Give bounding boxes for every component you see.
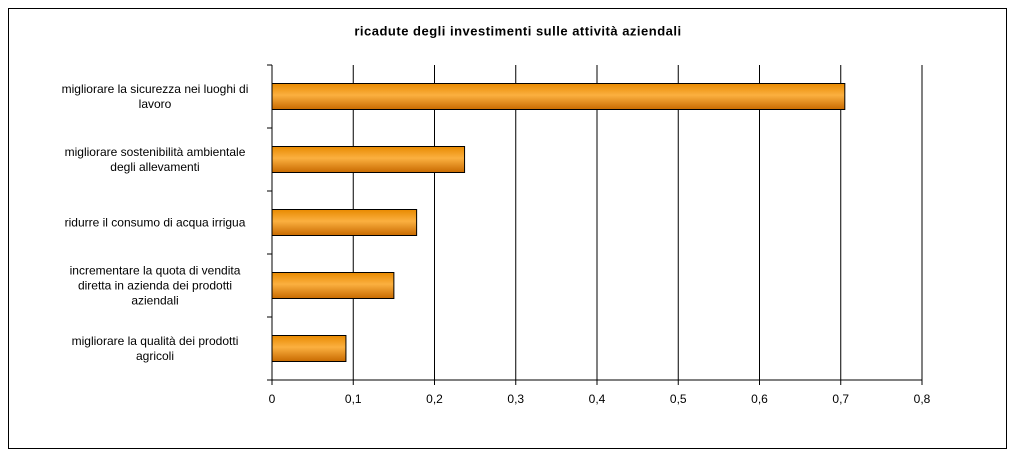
bar	[271, 83, 846, 110]
x-tick-label: 0,5	[670, 392, 687, 406]
y-tick-label: incrementare la quota di vendita diretta…	[69, 263, 241, 307]
x-tick-label: 0,3	[507, 392, 524, 406]
x-tick-label: 0	[269, 392, 276, 406]
x-tick-label: 0,7	[832, 392, 849, 406]
x-tick-label: 0,4	[589, 392, 606, 406]
x-tick-label: 0,8	[914, 392, 931, 406]
bar	[271, 209, 418, 236]
y-tick-label: ridurre il consumo di acqua irrigua	[64, 215, 246, 229]
bar	[271, 146, 466, 173]
y-tick-label: migliorare sostenibilità ambientale degl…	[64, 144, 246, 174]
x-tick-label: 0,1	[345, 392, 362, 406]
x-tick-label: 0,6	[751, 392, 768, 406]
y-tick-label: migliorare la qualità dei prodotti agric…	[71, 333, 239, 363]
bar	[271, 272, 395, 299]
bar	[271, 335, 347, 362]
x-tick-label: 0,2	[426, 392, 443, 406]
frame	[8, 8, 1007, 449]
chart-title: ricadute degli investimenti sulle attivi…	[354, 23, 681, 38]
y-tick-label: migliorare la sicurezza nei luoghi di la…	[61, 81, 249, 111]
